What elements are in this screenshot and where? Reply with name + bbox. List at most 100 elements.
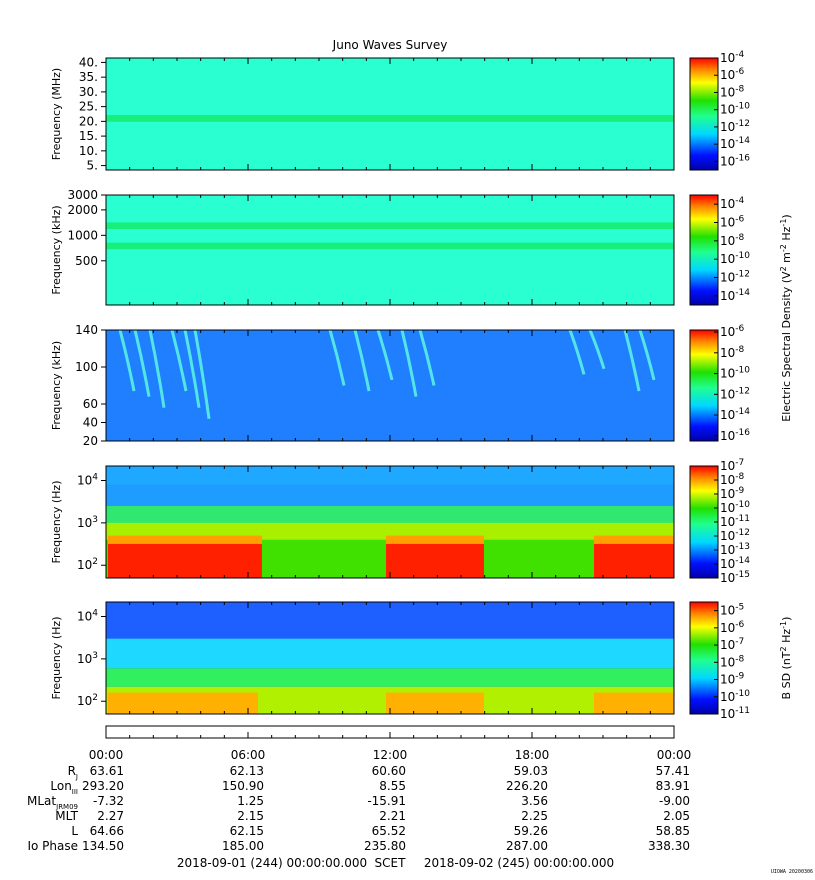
colorbar-tick-label: 10-9: [720, 672, 745, 687]
scet-start-label: 2018-09-01 (244) 00:00:00.000: [177, 856, 367, 870]
scet-label: SCET: [375, 856, 407, 870]
burst-feature: [133, 330, 151, 397]
intense-emission-block: [594, 543, 674, 578]
ephemeris-row-label: Io Phase: [27, 839, 78, 853]
colorbar-tick-label: 10-14: [720, 136, 750, 151]
ephemeris-value: 65.52: [372, 824, 406, 838]
burst-feature: [638, 330, 656, 381]
colorbar-label: B SD (nT2 Hz-1): [779, 617, 793, 700]
time-tick-label: 12:00: [373, 748, 408, 762]
y-axis-label: Frequency (kHz): [50, 341, 63, 430]
burst-feature: [353, 330, 371, 392]
colorbar: [689, 329, 719, 442]
burst-feature: [118, 330, 136, 392]
y-tick-label: 15.: [79, 129, 98, 143]
ephemeris-value: 293.20: [82, 779, 124, 793]
ephemeris-value: 1.25: [237, 794, 264, 808]
colorbar-tick-label: 10-6: [720, 67, 745, 82]
y-axis-label: Frequency (kHz): [50, 205, 63, 294]
colorbar-tick-label: 10-7: [720, 637, 744, 652]
colorbar-tick-label: 10-11: [720, 514, 750, 529]
ephemeris-value: 338.30: [648, 839, 690, 853]
spectrogram-panels: 5.10.15.20.25.30.35.40. Frequency (MHz) 10…: [50, 50, 793, 721]
burst-feature: [328, 330, 346, 386]
y-axis-label: Frequency (MHz): [50, 68, 63, 160]
y-tick-label: 20.: [79, 114, 98, 128]
ephemeris-value: 235.80: [364, 839, 406, 853]
colorbar-tick-label: 10-8: [720, 654, 745, 669]
colorbar-tick-label: 10-11: [720, 706, 750, 721]
y-axis-label: Frequency (Hz): [50, 617, 63, 700]
y-axis-label: Frequency (Hz): [50, 481, 63, 564]
y-tick-label: 40.: [79, 55, 98, 69]
ephemeris-time-axis: 00:00 06:00 12:00 18:00 00:00 RJ 63.61 62.13 60.…: [27, 725, 692, 870]
ephemeris-value: 83.91: [656, 779, 690, 793]
ephemeris-value: -15.91: [367, 794, 406, 808]
ephemeris-value: 62.15: [230, 824, 264, 838]
y-tick-label: 103: [77, 651, 98, 666]
y-tick-label: 2000: [67, 203, 98, 217]
credit-label: UIOWA 20200306: [771, 869, 813, 875]
colorbar: [689, 194, 719, 306]
emission-band: [106, 222, 674, 230]
colorbar-tick-label: 10-12: [720, 386, 750, 401]
ephemeris-row-label: LonIII: [50, 779, 78, 796]
colorbar-tick-label: 10-8: [720, 233, 745, 248]
y-tick-label: 25.: [79, 100, 98, 114]
y-tick-label: 5.: [87, 159, 98, 173]
burst-feature: [376, 330, 394, 381]
spectrogram-background: [106, 58, 674, 170]
ephemeris-value: 2.21: [379, 809, 406, 823]
colorbar-tick-label: 10-16: [720, 428, 750, 443]
colorbar-tick-label: 10-12: [720, 528, 750, 543]
ephemeris-row-label: MLT: [55, 809, 78, 823]
whistler-emission: [106, 466, 674, 578]
ephemeris-value: 62.13: [230, 764, 264, 778]
figure-title: Juno Waves Survey: [332, 38, 448, 52]
spectrogram-image: [106, 330, 674, 441]
y-tick-label: 103: [77, 515, 98, 530]
ephemeris-value: -7.32: [93, 794, 124, 808]
colorbar-tick-label: 10-12: [720, 119, 750, 134]
ephemeris-row-label: RJ: [68, 764, 78, 781]
y-tick-label: 102: [77, 693, 98, 708]
colorbar-tick-label: 10-7: [720, 458, 744, 473]
y-tick-label: 60: [83, 397, 98, 411]
colorbar-tick-label: 10-9: [720, 486, 745, 501]
time-tick-label: 06:00: [231, 748, 266, 762]
spectrogram-background: [106, 195, 674, 305]
colorbar-tick-label: 10-6: [720, 324, 745, 339]
colorbar: [689, 57, 719, 171]
intense-emission-block: [108, 692, 258, 714]
y-tick-label: 20: [83, 434, 98, 448]
colorbar-tick-label: 10-14: [720, 288, 750, 303]
y-tick-label: 104: [77, 473, 98, 488]
burst-feature: [588, 330, 606, 370]
intense-emission-block: [386, 692, 484, 714]
burst-feature: [148, 330, 166, 408]
ephemeris-value: 64.66: [90, 824, 124, 838]
time-tick-label: 00:00: [89, 748, 124, 762]
ephemeris-value: 185.00: [222, 839, 264, 853]
colorbar-tick-label: 10-14: [720, 407, 750, 422]
colorbar-label: Electric Spectral Density (V2 m-2 Hz-1): [779, 214, 793, 421]
ephemeris-value: 2.15: [237, 809, 264, 823]
intense-emission-block: [108, 543, 262, 578]
ephemeris-value: 134.50: [82, 839, 124, 853]
time-tick-label: 00:00: [657, 748, 692, 762]
colorbar: [689, 601, 719, 715]
colorbar-tick-label: 10-8: [720, 472, 745, 487]
burst-feature: [568, 330, 586, 375]
ephemeris-value: 2.05: [663, 809, 690, 823]
intense-emission-block: [594, 692, 674, 714]
y-tick-label: 1000: [67, 228, 98, 242]
colorbar-tick-label: 10-16: [720, 153, 750, 168]
panel-3: 20 40 60 100 140 Frequency (kHz) 10-6 10-8 10-10…: [50, 323, 750, 448]
ephemeris-value: 8.55: [379, 779, 406, 793]
colorbar-tick-label: 10-6: [720, 215, 745, 230]
panel-4: 102 103 104 Frequency (Hz) 10-710-810-910-10…: [50, 458, 750, 585]
y-tick-label: 3000: [67, 188, 98, 202]
y-tick-label: 102: [77, 557, 98, 572]
colorbar-tick-label: 10-15: [720, 570, 750, 585]
